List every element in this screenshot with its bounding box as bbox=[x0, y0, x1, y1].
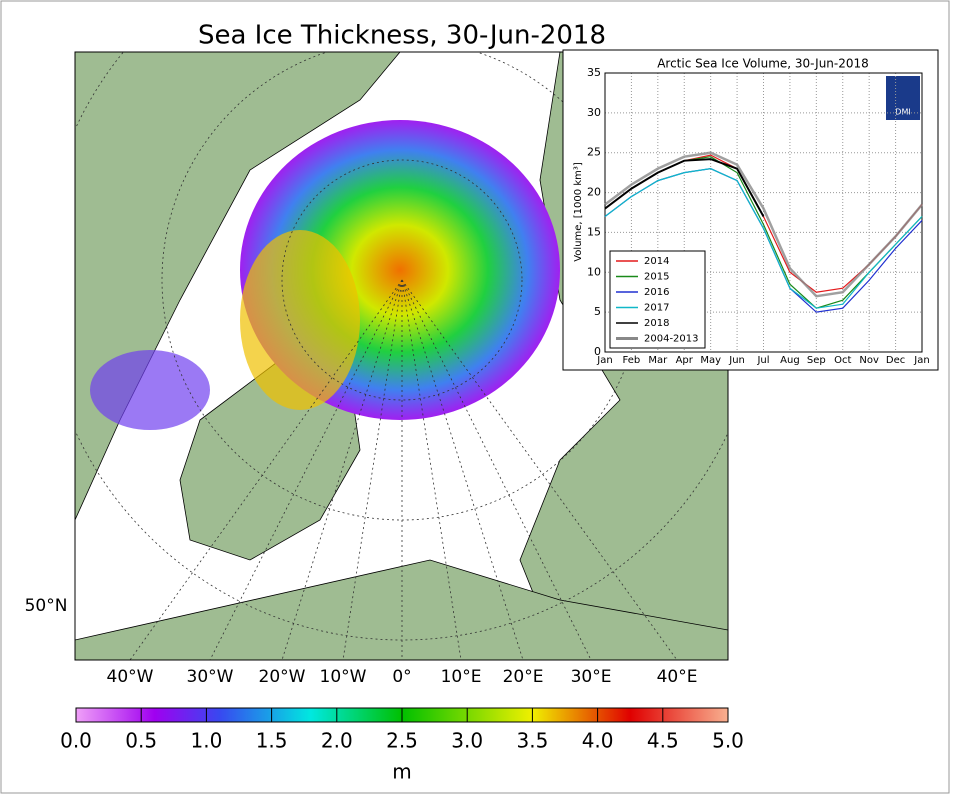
legend-label: 2014 bbox=[644, 256, 669, 267]
land bbox=[75, 559, 728, 660]
colorbar-tick-label: 4.5 bbox=[647, 729, 679, 753]
series-line bbox=[604, 168, 923, 309]
x-tick-label: Nov bbox=[859, 355, 879, 366]
y-tick-label: 0 bbox=[594, 345, 601, 358]
land bbox=[75, 52, 401, 521]
longitude-label: 40°W bbox=[107, 667, 154, 687]
legend-label: 2016 bbox=[644, 287, 669, 298]
colorbar-tick-label: 3.0 bbox=[451, 729, 483, 753]
longitude-label: 40°E bbox=[657, 667, 698, 687]
longitude-label: 20°E bbox=[503, 667, 544, 687]
y-tick-label: 30 bbox=[587, 106, 601, 119]
x-tick-label: Apr bbox=[676, 355, 694, 366]
inset-title: Arctic Sea Ice Volume, 30-Jun-2018 bbox=[657, 57, 869, 71]
colorbar-tick-label: 4.0 bbox=[582, 729, 614, 753]
colorbar-tick-label: 0.5 bbox=[125, 729, 157, 753]
series-line bbox=[604, 158, 765, 217]
logo-text: DMI bbox=[895, 108, 910, 117]
y-tick-label: 10 bbox=[587, 265, 601, 278]
x-tick-label: Aug bbox=[780, 355, 800, 366]
y-tick-label: 25 bbox=[587, 146, 601, 159]
x-tick-label: Jan bbox=[596, 355, 612, 366]
y-tick-label: 15 bbox=[587, 225, 601, 238]
legend-box bbox=[609, 250, 706, 349]
sea-ice bbox=[90, 350, 210, 430]
colorbar-tick-label: 5.0 bbox=[712, 729, 744, 753]
sea-ice bbox=[240, 230, 360, 410]
series-line bbox=[604, 151, 923, 298]
plot-border bbox=[604, 72, 923, 353]
x-tick-label: May bbox=[700, 355, 721, 366]
legend-label: 2004-2013 bbox=[644, 334, 699, 345]
y-tick-label: 5 bbox=[594, 305, 601, 318]
x-tick-label: Feb bbox=[623, 355, 641, 366]
y-tick-label: 20 bbox=[587, 186, 601, 199]
longitude-label: 30°W bbox=[187, 667, 234, 687]
y-axis-label: Volume, [1000 km³] bbox=[573, 162, 584, 262]
colorbar-tick-label: 2.0 bbox=[321, 729, 353, 753]
longitude-label: 30°E bbox=[571, 667, 612, 687]
latitude-label: 50°N bbox=[25, 596, 68, 616]
x-tick-label: Mar bbox=[648, 355, 668, 366]
legend-label: 2018 bbox=[644, 318, 669, 329]
y-tick-label: 35 bbox=[587, 66, 601, 79]
x-tick-label: Oct bbox=[834, 355, 851, 366]
map-area bbox=[75, 52, 728, 660]
colorbar-tick-label: 3.5 bbox=[516, 729, 548, 753]
x-tick-label: Jul bbox=[756, 355, 769, 366]
colorbar-tick-label: 1.5 bbox=[256, 729, 288, 753]
longitude-label: 20°W bbox=[259, 667, 306, 687]
colorbar-tick-label: 0.0 bbox=[60, 729, 92, 753]
colorbar-tick-label: 2.5 bbox=[386, 729, 418, 753]
legend-label: 2017 bbox=[644, 303, 669, 314]
legend-label: 2015 bbox=[644, 272, 669, 283]
colorbar-unit: m bbox=[392, 760, 411, 784]
x-tick-label: Jun bbox=[728, 355, 745, 366]
x-tick-label: Jan bbox=[913, 355, 929, 366]
longitude-label: 0° bbox=[392, 667, 411, 687]
longitude-label: 10°W bbox=[320, 667, 367, 687]
longitude-label: 10°E bbox=[441, 667, 482, 687]
x-tick-label: Sep bbox=[807, 355, 826, 366]
map-title: Sea Ice Thickness, 30-Jun-2018 bbox=[198, 21, 606, 51]
colorbar-tick-label: 1.0 bbox=[190, 729, 222, 753]
x-tick-label: Dec bbox=[886, 355, 905, 366]
